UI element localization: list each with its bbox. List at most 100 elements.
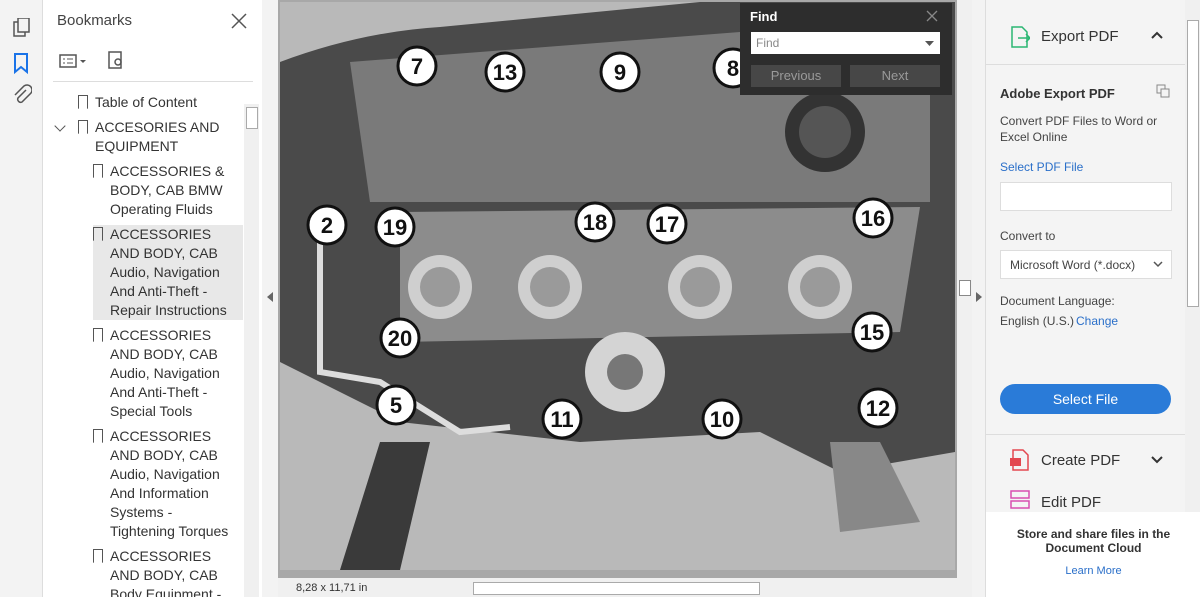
callout-circle [484,51,526,93]
scroll-thumb[interactable] [959,280,971,296]
create-pdf[interactable]: Create PDF [1041,452,1121,469]
bookmark-icon [93,429,103,443]
cloud-text: Store and share files in the Document Cl… [1016,527,1171,555]
vertical-scrollbar[interactable] [957,0,972,578]
callout-number: 8 [727,56,739,81]
callout-number: 5 [390,393,402,418]
callout-number: 11 [550,407,573,432]
callout-circle [599,51,641,93]
splitter[interactable] [262,0,278,597]
callout-number: 10 [710,407,734,432]
close-button[interactable] [231,13,247,29]
create-icon [1010,449,1029,471]
bookmark-label: Table of Content [95,94,197,110]
document-view: 7 13 9 8 2 19 18 17 16 20 15 5 11 10 12 [278,0,957,578]
callout-number: 20 [388,326,412,351]
callout-number: 17 [655,212,679,237]
h-scroll-thumb[interactable] [473,582,760,595]
callout-circle [701,398,743,440]
expand-chevron[interactable] [1151,456,1163,464]
expand-caret [54,120,66,132]
learn-more[interactable]: Learn More [1065,565,1122,577]
find-placeholder: Find [756,36,780,50]
status-bar: 8,28 x 11,71 in [278,578,972,597]
bookmark-label: ACCESSORIES AND BODY, CAB Audio, Navigat… [110,327,220,419]
callout-circle [375,384,417,426]
callout-number: 18 [583,210,607,235]
panel-title: Bookmarks [57,12,133,29]
export-heading: Adobe Export PDF [1000,86,1115,101]
bookmark-label: ACCESSORIES AND BODY, CAB Body Equipment… [110,548,222,597]
collapse-chevron[interactable] [1151,31,1163,39]
find-title: Find [750,9,778,24]
right-scrollbar[interactable] [1185,0,1200,512]
callout-number: 16 [861,206,885,231]
select-pdf-link[interactable]: Select PDF File [1000,160,1084,174]
callout-number: 19 [383,215,407,240]
bookmark-label: ACCESSORIES & BODY, CAB BMW Operating Fl… [110,163,225,217]
callout-circle [852,197,894,239]
next-button[interactable]: Next [850,65,940,87]
find-panel: Find Find Previous Next [740,3,952,95]
divider [986,434,1186,435]
bookmark-label: ACCESSORIES AND BODY, CAB Audio, Navigat… [110,428,229,539]
scroll-thumb[interactable] [246,107,258,129]
export-icon [1011,26,1030,48]
bookmark-icon [93,227,103,241]
divider [986,64,1186,65]
find-close[interactable] [926,10,938,22]
tool-strip [0,0,43,597]
format-select[interactable]: Microsoft Word (*.docx) [1000,250,1172,279]
collapse-arrow[interactable] [267,292,273,302]
callout-number: 2 [321,213,333,238]
callout-circle [379,317,421,359]
select-file-button[interactable]: Select File [1000,384,1171,414]
bookmarks-panel: Bookmarks Table of Content ACCESORIES AND… [43,0,262,597]
scroll-thumb[interactable] [1187,20,1199,307]
bookmark-icon [93,549,103,563]
divider [53,81,253,82]
expand-arrow[interactable] [976,292,982,302]
bookmark-icon [93,164,103,178]
bookmark-icon [78,120,88,134]
callout-number: 13 [493,60,517,85]
file-field[interactable] [1000,182,1172,211]
export-description: Convert PDF Files to Word or Excel Onlin… [1000,114,1158,144]
callout-number: 7 [411,54,423,79]
dropdown-arrow [925,41,934,46]
edit-icon [1010,490,1030,509]
callout-circle [851,311,893,353]
tools-pane: Export PDF Adobe Export PDF Convert PDF … [985,0,1186,597]
chevron [1153,261,1163,268]
callout-circle [541,398,583,440]
convert-label: Convert to [1000,229,1056,243]
bookmark-icon [78,95,88,109]
callout-number: 15 [860,320,884,345]
format-value: Microsoft Word (*.docx) [1010,258,1136,272]
copy-icon[interactable] [1156,84,1170,98]
previous-button[interactable]: Previous [751,65,841,87]
callout-circle [857,387,899,429]
bookmark-label: ACCESSORIES AND BODY, CAB Audio, Navigat… [110,226,227,318]
callout-number: 9 [614,60,626,85]
scrollbar[interactable] [244,104,259,597]
engine-illustration: 7 13 9 8 2 19 18 17 16 20 15 5 11 10 12 [280,2,955,570]
export-title[interactable]: Export PDF [1041,28,1119,45]
callout-circle [646,203,688,245]
bookmark-item[interactable]: ACCESSORIES AND BODY, CAB Audio, Navigat… [93,225,243,320]
page-size: 8,28 x 11,71 in [296,582,368,594]
bookmark-toolbar[interactable] [59,50,129,72]
splitter-right[interactable] [972,0,985,597]
edit-pdf[interactable]: Edit PDF [1041,494,1102,511]
find-input[interactable]: Find [751,32,940,54]
callout-circle [306,204,348,246]
tool-icons [13,18,32,104]
change-link[interactable]: Change [1076,314,1119,328]
callout-circle [374,206,416,248]
bookmark-icon [93,328,103,342]
bookmark-tree: Table of Content ACCESORIES AND EQUIPMENT… [43,93,243,597]
bookmark-label: ACCESORIES AND EQUIPMENT [95,119,220,154]
callout-circle [396,45,438,87]
callout-number: 12 [866,396,890,421]
